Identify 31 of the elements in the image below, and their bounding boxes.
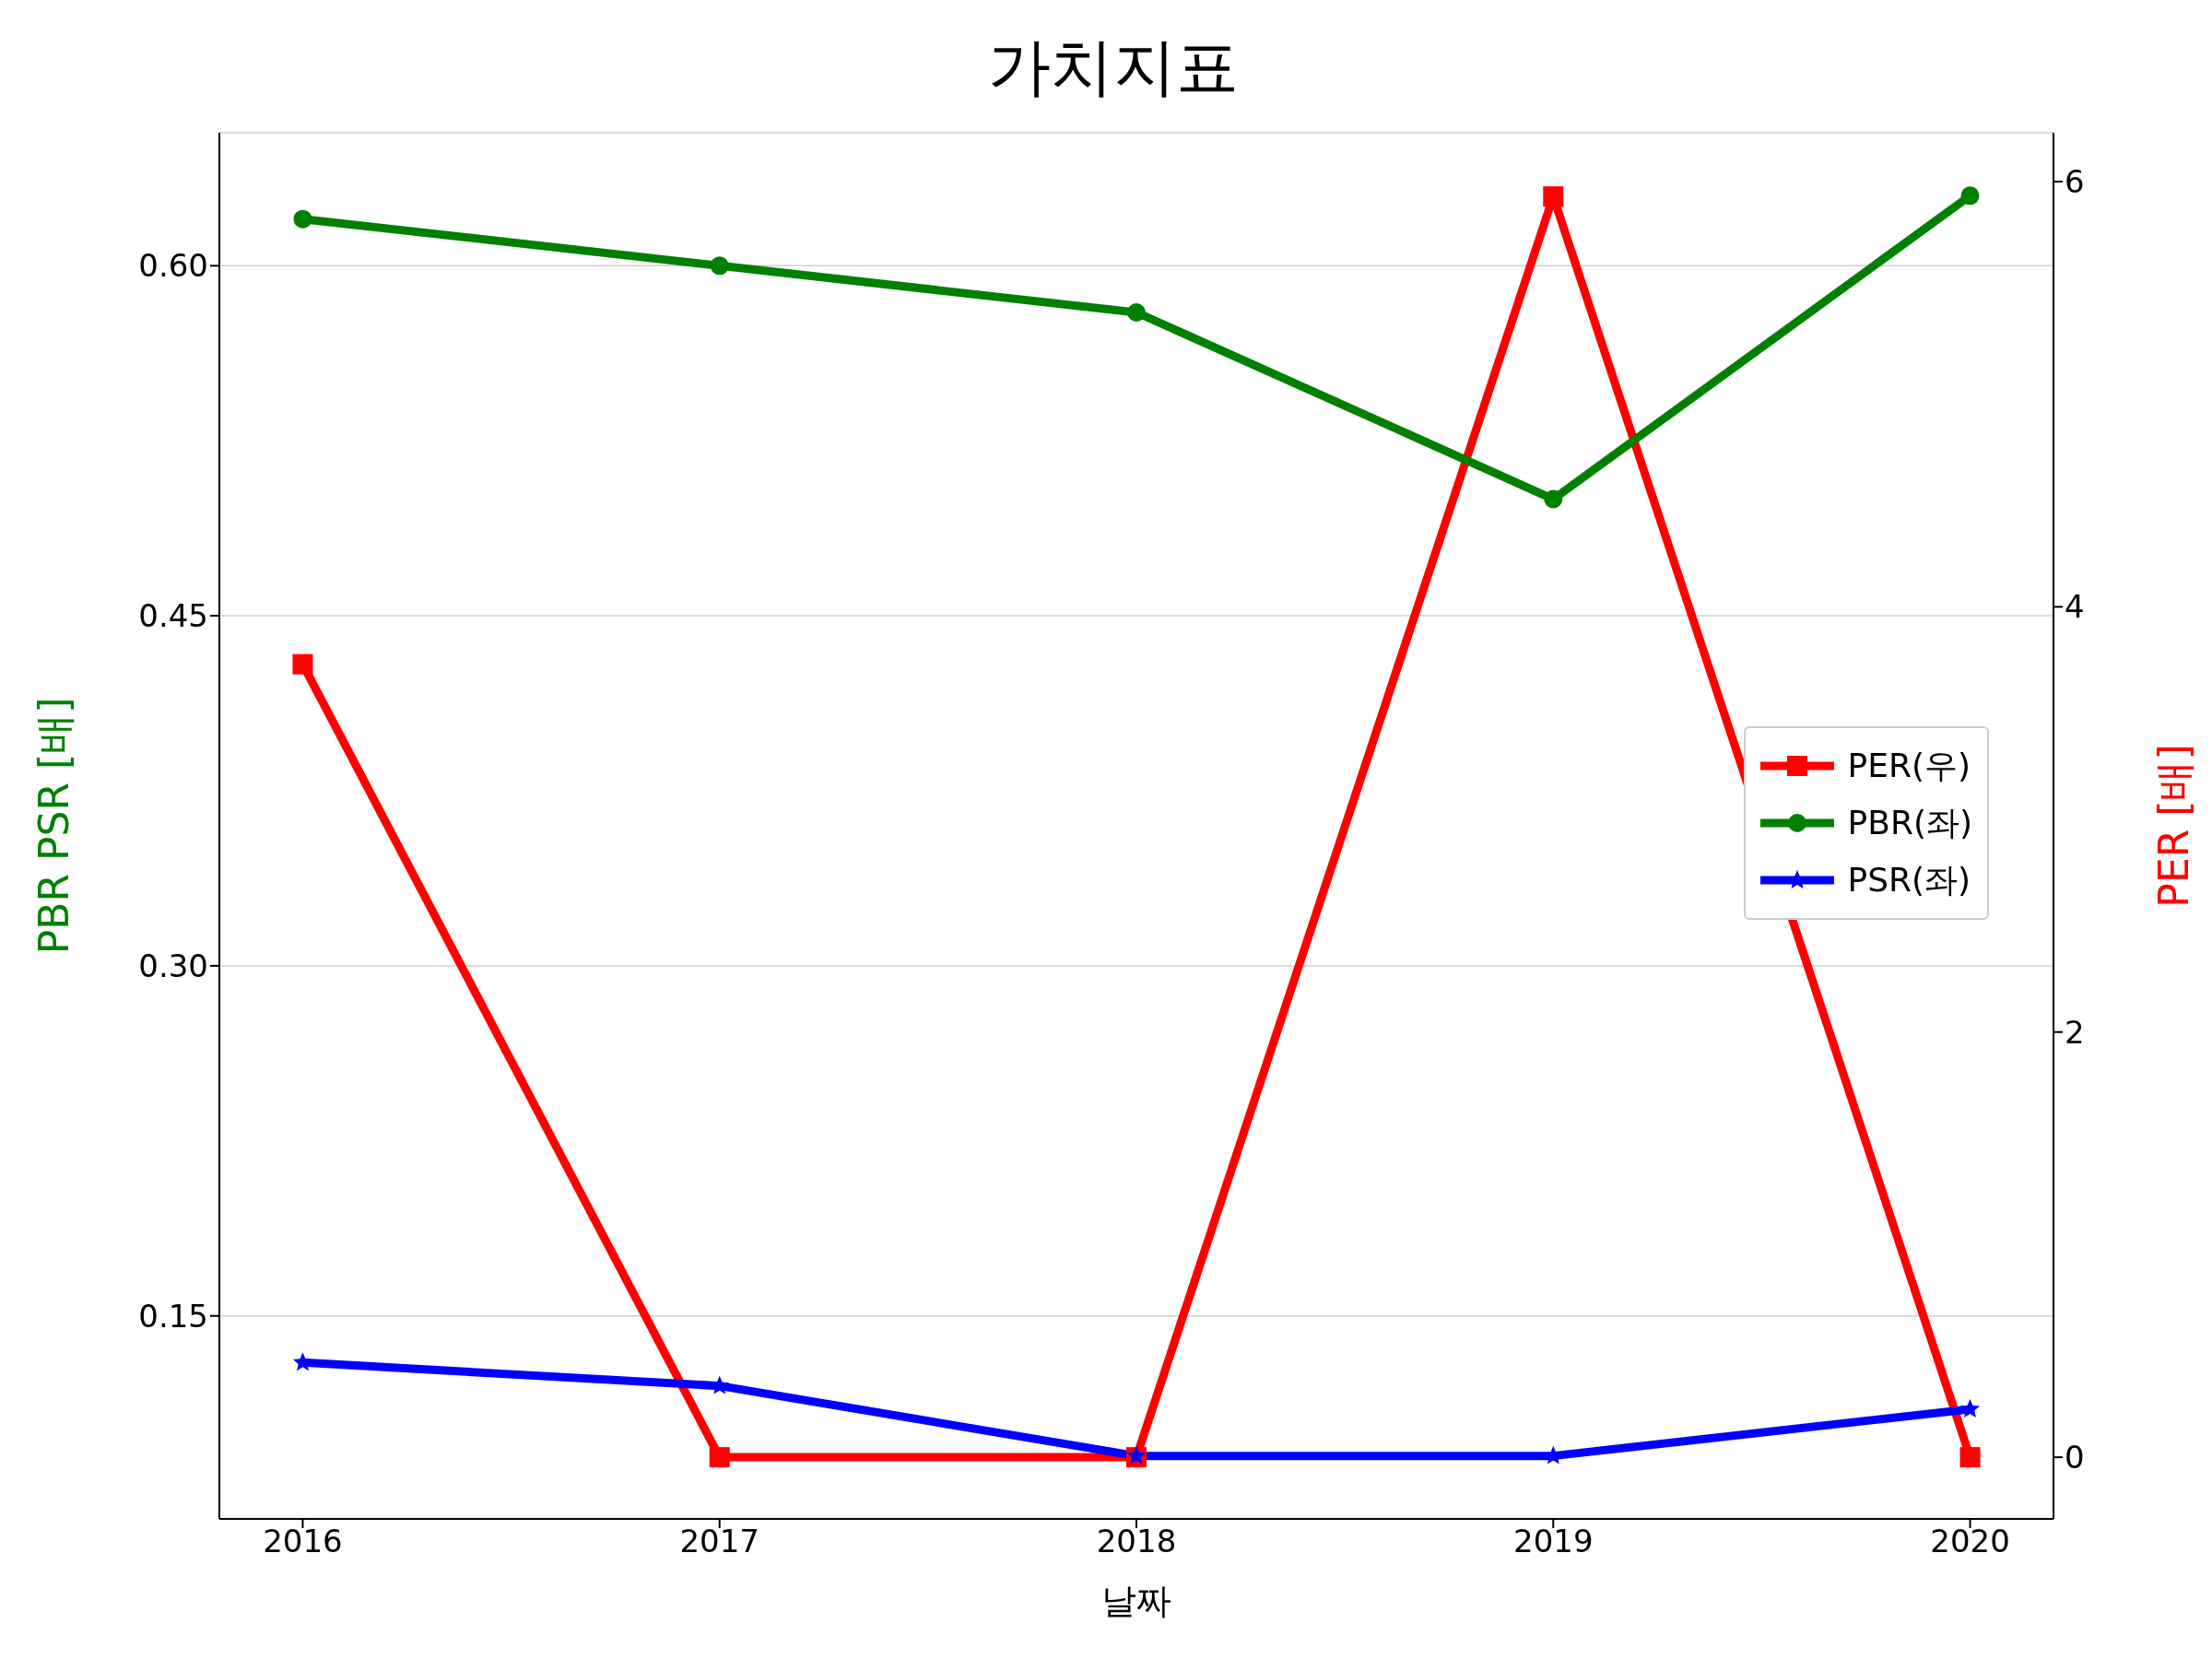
point (710, 256, 729, 276)
point (1959, 1447, 1981, 1468)
y-tick-label: 0.45 (138, 597, 208, 635)
point (1127, 302, 1146, 322)
point (1960, 186, 1980, 206)
point (1544, 489, 1563, 509)
x-tick-label: 2018 (1096, 1523, 1177, 1560)
y-tick-label: 0.60 (138, 247, 208, 285)
y-axis-title: PBR PSR [배] (29, 697, 77, 955)
legend-label: PER(우) (1847, 745, 1971, 786)
x-tick-label: 2016 (263, 1523, 343, 1560)
y2-axis-title: PER [배] (2149, 744, 2197, 908)
y2-tick-label: 2 (2065, 1013, 2085, 1051)
y-tick-label: 0.30 (138, 947, 208, 984)
point (1543, 186, 1564, 207)
point (1960, 1399, 1981, 1418)
point (292, 1352, 312, 1371)
point (709, 1447, 730, 1468)
y2-tick-label: 6 (2065, 163, 2085, 201)
x-tick-label: 2019 (1513, 1523, 1594, 1560)
x-tick-label: 2017 (679, 1523, 759, 1560)
chart-title: 가치지표 (987, 29, 1240, 105)
x-axis-title: 날짜 (1101, 1580, 1171, 1621)
point (292, 653, 313, 675)
y2-tick-label: 4 (2065, 588, 2085, 626)
legend-label: PBR(좌) (1847, 802, 1972, 843)
y-tick-label: 0.15 (138, 1297, 208, 1335)
x-tick-label: 2020 (1930, 1523, 2010, 1560)
y2-tick-label: 0 (2065, 1439, 2085, 1477)
legend-label: PSR(좌) (1847, 859, 1971, 900)
point (293, 209, 312, 229)
